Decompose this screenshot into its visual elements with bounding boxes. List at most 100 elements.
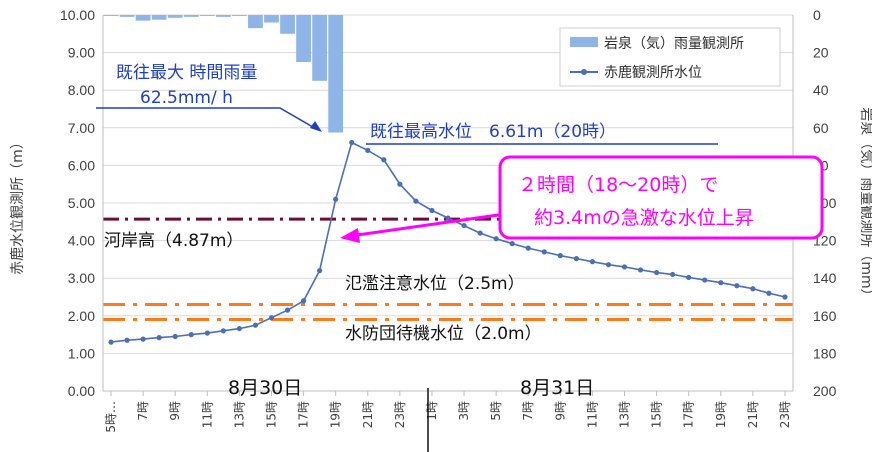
- rain-bar: [167, 15, 183, 18]
- water-level-point: [686, 274, 692, 281]
- x-tick-label: 7時: [521, 401, 535, 421]
- rain-bar: [119, 15, 135, 17]
- rain-bar: [264, 15, 279, 23]
- x-tick-label: 13時: [618, 401, 632, 428]
- legend: 岩泉（気）雨量観測所 赤鹿観測所水位: [559, 27, 781, 87]
- x-tick-label: 7時: [136, 401, 150, 421]
- water-level-point: [702, 277, 708, 283]
- date-label-aug30: 8月30日: [228, 377, 302, 399]
- y-right-tick-label: 0: [813, 7, 821, 23]
- water-level-point: [140, 336, 146, 342]
- water-level-point: [557, 253, 563, 259]
- x-tick-label: 11時: [585, 401, 599, 428]
- water-level-point: [188, 332, 194, 338]
- y-left-tick-label: 9.00: [68, 45, 95, 61]
- y-left-tick-label: 5.00: [68, 195, 95, 211]
- water-level-point: [317, 268, 323, 274]
- rain-bar: [103, 15, 119, 16]
- max-level-label: 既往最高水位 6.61m（20時）: [370, 122, 616, 142]
- y-left-tick-label: 2.00: [68, 308, 95, 324]
- rain-bar: [232, 15, 247, 16]
- y-left-tick-label: 1.00: [68, 345, 95, 361]
- x-tick-label: 23時: [778, 401, 792, 428]
- water-level-point: [637, 267, 644, 273]
- water-level-point: [413, 198, 419, 204]
- water-level-series: [108, 139, 788, 345]
- max-rain-value: 62.5mm/ h: [140, 88, 233, 108]
- water-level-point: [220, 328, 226, 334]
- max-rain-pointer: [96, 107, 319, 131]
- water-level-point: [268, 315, 275, 321]
- water-level-point: [734, 283, 740, 289]
- rain-bars: [103, 15, 344, 133]
- date-label-aug31: 8月31日: [520, 377, 594, 399]
- water-level-point: [766, 290, 772, 296]
- water-level-point: [605, 262, 612, 268]
- callout-line-2: 約3.4mの急激な水位上昇: [534, 207, 754, 229]
- water-level-point: [589, 259, 596, 265]
- x-tick-label: 1時: [425, 401, 439, 421]
- y-right-tick-label: 40: [813, 82, 829, 98]
- water-level-point: [718, 280, 724, 286]
- x-tick-label: 11時: [200, 401, 214, 428]
- legend-level-marker: [581, 69, 587, 75]
- water-level-point: [509, 241, 515, 247]
- water-level-point: [156, 335, 162, 341]
- y-left-tick-label: 0.00: [68, 383, 95, 399]
- rain-bar: [151, 15, 167, 20]
- callout-box: [498, 155, 824, 240]
- rain-bar: [296, 15, 311, 62]
- y-left-tick-label: 8.00: [68, 82, 95, 98]
- water-level-point: [300, 298, 307, 304]
- x-tick-label: 23時: [393, 401, 407, 428]
- x-tick-label: 17時: [297, 401, 311, 428]
- callout-arrowhead: [340, 228, 360, 243]
- x-tick-label: 9時: [553, 401, 567, 421]
- y-right-axis-title: 岩泉（気）雨量観測所（mm）: [858, 107, 872, 302]
- water-level-point: [461, 222, 467, 229]
- x-tick-label: 5時: [489, 401, 503, 421]
- rain-bar: [135, 15, 151, 21]
- rain-bar: [328, 15, 344, 133]
- x-tick-label: 9時: [168, 401, 182, 421]
- x-tick-label: 17時: [682, 401, 696, 428]
- bank-height-label: 河岸高（4.87m）: [104, 231, 243, 251]
- y-right-tick-label: 140: [813, 270, 837, 286]
- y-right-tick-label: 200: [813, 383, 837, 399]
- y-right-tick-label: 20: [813, 45, 829, 61]
- x-tick-label: 15時: [264, 401, 278, 428]
- rain-bar: [312, 15, 328, 81]
- rain-bar: [183, 15, 199, 17]
- y-left-tick-label: 4.00: [68, 233, 95, 249]
- x-tick-label: 19時: [714, 401, 728, 428]
- water-level-point: [349, 139, 355, 146]
- water-level-point: [381, 157, 387, 163]
- water-level-point: [477, 230, 483, 236]
- water-level-point: [573, 256, 579, 262]
- rain-bar: [199, 15, 215, 16]
- y-left-tick-label: 10.00: [60, 7, 95, 23]
- max-rain-title: 既往最大 時間雨量: [116, 63, 257, 83]
- water-level-point: [429, 207, 435, 214]
- water-level-point: [541, 249, 547, 255]
- water-level-point: [333, 196, 339, 202]
- y-left-tick-label: 7.00: [68, 120, 95, 136]
- water-level-point: [670, 271, 676, 278]
- water-level-point: [124, 337, 130, 343]
- x-tick-label: 15時: [650, 401, 664, 428]
- warning-level-label: 氾濫注意水位（2.5m）: [345, 274, 525, 294]
- water-level-point: [782, 294, 788, 300]
- callout-line-1: ２時間（18～20時）で: [518, 174, 718, 196]
- y-left-tick-label: 6.00: [68, 157, 95, 173]
- y-right-tick-label: 180: [813, 345, 837, 361]
- water-level-point: [445, 215, 451, 221]
- legend-rain-swatch: [570, 37, 598, 47]
- x-tick-label: 21時: [746, 401, 760, 428]
- legend-box: [559, 27, 781, 87]
- legend-level-label: 赤鹿観測所水位: [604, 64, 702, 81]
- x-tick-label: 5時…: [104, 401, 118, 433]
- y-right-tick-label: 60: [813, 120, 829, 136]
- water-level-point: [621, 264, 628, 270]
- rain-bar: [280, 15, 295, 34]
